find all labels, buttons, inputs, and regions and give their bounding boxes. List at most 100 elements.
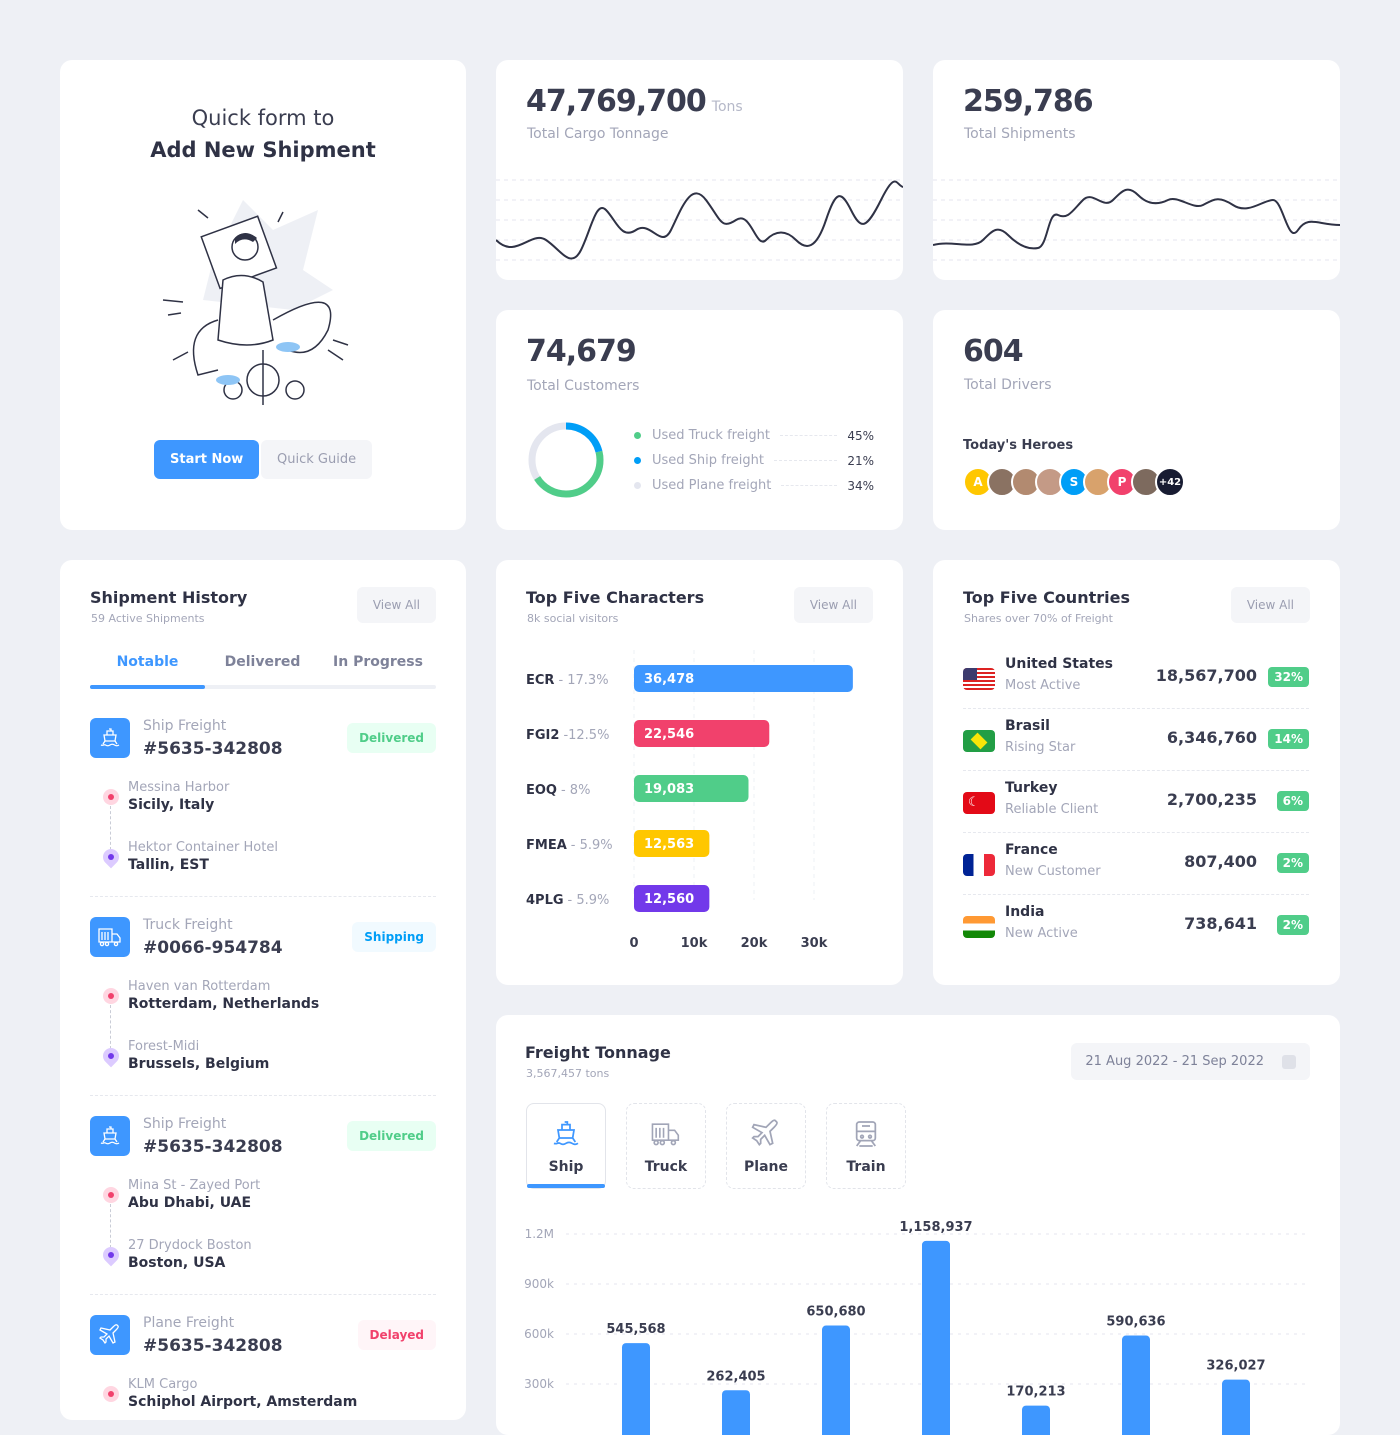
quick-form-card: Quick form to Add New Shipment Start Now… bbox=[60, 60, 466, 530]
quick-form-line1: Quick form to bbox=[191, 106, 335, 130]
customers-legend: Used Truck freight 45% Used Ship freight 2… bbox=[634, 423, 874, 498]
freight-chart: 1.2M 900k 600k 300k 545,568 262,405 650,680 1,1… bbox=[524, 1220, 1306, 1435]
avatar-photo[interactable] bbox=[1011, 467, 1041, 497]
bar[interactable] bbox=[622, 1343, 650, 1435]
view-all-button[interactable]: View All bbox=[1230, 587, 1310, 623]
top-characters-chart: 0 10k 20k 30k ECR - 17.3% 36,478 FGI2 -12.5% 22,5… bbox=[526, 650, 853, 951]
shipment-item[interactable]: Ship Freight #5635-342808 Delivered Mess… bbox=[90, 718, 436, 888]
category-name: EOQ bbox=[526, 783, 557, 798]
legend-label: Used Ship freight bbox=[652, 453, 764, 468]
country-share-badge: 2% bbox=[1276, 853, 1309, 873]
courier-illustration bbox=[162, 200, 349, 405]
start-now-button[interactable]: Start Now bbox=[154, 440, 260, 479]
view-all-button[interactable]: View All bbox=[356, 587, 436, 623]
legend-dot bbox=[634, 482, 641, 489]
bar-value-label: 36,478 bbox=[644, 672, 694, 687]
divider bbox=[963, 708, 1309, 709]
top-countries-title: Top Five Countries bbox=[963, 588, 1130, 607]
category-name: FGI2 bbox=[526, 728, 559, 743]
category-name: 4PLG bbox=[526, 893, 564, 908]
calendar-icon bbox=[1282, 1054, 1296, 1069]
legend-pct: 45% bbox=[847, 428, 874, 443]
origin-pin-icon bbox=[103, 789, 119, 805]
country-value: 2,700,235 bbox=[1166, 790, 1257, 809]
legend-pct: 21% bbox=[847, 453, 874, 468]
bar[interactable] bbox=[1122, 1335, 1150, 1435]
country-row[interactable]: India New Active 738,641 2% bbox=[963, 904, 1309, 954]
origin-pin-icon bbox=[103, 988, 119, 1004]
tab-in-progress[interactable]: In Progress bbox=[333, 654, 423, 670]
ship-icon bbox=[90, 718, 130, 758]
tab-notable[interactable]: Notable bbox=[116, 654, 179, 670]
mode-tab-truck[interactable]: Truck bbox=[626, 1103, 706, 1189]
flag-us-icon bbox=[963, 668, 995, 690]
country-name: France bbox=[1005, 842, 1058, 858]
mode-tab-ship[interactable]: Ship bbox=[526, 1103, 606, 1189]
date-range-label: 21 Aug 2022 - 21 Sep 2022 bbox=[1085, 1054, 1264, 1069]
shipments-card: 259,786 Total Shipments bbox=[933, 60, 1340, 280]
bar[interactable] bbox=[634, 885, 710, 912]
ship-icon bbox=[90, 1116, 130, 1156]
shipment-item[interactable]: Ship Freight #5635-342808 Delivered Mina… bbox=[90, 1116, 436, 1286]
status-badge: Shipping bbox=[352, 922, 436, 952]
donut-segment-truck bbox=[528, 422, 604, 498]
shipment-number: #5635-342808 bbox=[143, 1137, 283, 1157]
bar[interactable] bbox=[1222, 1379, 1250, 1435]
bar[interactable] bbox=[634, 665, 853, 692]
country-name: United States bbox=[1005, 656, 1113, 672]
view-all-button[interactable]: View All bbox=[793, 587, 873, 623]
route-line bbox=[110, 1005, 111, 1049]
country-value: 18,567,700 bbox=[1155, 666, 1257, 685]
bar[interactable] bbox=[634, 830, 710, 857]
country-share-badge: 14% bbox=[1268, 729, 1309, 749]
destination-place: Hektor Container Hotel bbox=[128, 840, 278, 855]
bar[interactable] bbox=[634, 775, 749, 802]
shipment-type: Ship Freight bbox=[143, 1116, 227, 1132]
origin-stop: Mina St - Zayed Port Abu Dhabi, UAE bbox=[128, 1178, 260, 1211]
origin-place: Messina Harbor bbox=[128, 780, 230, 795]
legend-dot bbox=[634, 432, 641, 439]
x-tick-label: 30k bbox=[801, 936, 828, 951]
shipment-number: #5635-342808 bbox=[143, 1336, 283, 1356]
divider bbox=[963, 832, 1309, 833]
more-avatars-badge[interactable]: +42 bbox=[1155, 467, 1185, 497]
category-label: 4PLG - 5.9% bbox=[526, 893, 609, 908]
mode-tab-plane[interactable]: Plane bbox=[726, 1103, 806, 1189]
shipment-item[interactable]: Plane Freight #5635-342808 Delayed KLM C… bbox=[90, 1315, 436, 1420]
freight-subtitle: 3,567,457 tons bbox=[526, 1067, 610, 1080]
legend-item: Used Plane freight 34% bbox=[634, 473, 874, 498]
top-characters-subtitle: 8k social visitors bbox=[527, 612, 619, 625]
origin-city: Rotterdam, Netherlands bbox=[128, 996, 320, 1012]
quick-form-title: Add New Shipment bbox=[150, 138, 376, 162]
country-row[interactable]: Brasil Rising Star 6,346,760 14% bbox=[963, 718, 1309, 768]
bar[interactable] bbox=[634, 720, 770, 747]
flag-fr-icon bbox=[963, 854, 995, 876]
bar[interactable] bbox=[922, 1240, 950, 1435]
shipment-history-card: Shipment History 59 Active Shipments Vie… bbox=[60, 560, 466, 1420]
origin-place: KLM Cargo bbox=[128, 1377, 198, 1392]
destination-place: Forest-Midi bbox=[128, 1039, 200, 1054]
cargo-sparkline bbox=[496, 179, 903, 261]
tab-delivered[interactable]: Delivered bbox=[224, 654, 301, 670]
legend-item: Used Ship freight 21% bbox=[634, 448, 874, 473]
flag-tr-icon: ☾ bbox=[963, 792, 995, 814]
bar[interactable] bbox=[822, 1325, 850, 1435]
country-row[interactable]: United States Most Active 18,567,700 32% bbox=[963, 656, 1309, 706]
category-name: FMEA bbox=[526, 838, 567, 853]
category-label: EOQ - 8% bbox=[526, 783, 590, 798]
destination-pin-icon bbox=[99, 1044, 123, 1068]
customers-card: 74,679 Total Customers Used Truck freigh… bbox=[496, 310, 903, 530]
country-row[interactable]: France New Customer 807,400 2% bbox=[963, 842, 1309, 892]
destination-city: Tallin, EST bbox=[128, 857, 209, 873]
origin-pin-icon bbox=[103, 1187, 119, 1203]
shipment-item[interactable]: Truck Freight #0066-954784 Shipping Have… bbox=[90, 917, 436, 1087]
bar[interactable] bbox=[722, 1390, 750, 1435]
customers-donut bbox=[528, 422, 604, 498]
bar[interactable] bbox=[1022, 1405, 1050, 1435]
mode-tab-train[interactable]: Train bbox=[826, 1103, 906, 1189]
destination-stop: Forest-Midi Brussels, Belgium bbox=[128, 1039, 269, 1072]
quick-guide-button[interactable]: Quick Guide bbox=[261, 440, 373, 479]
country-desc: New Customer bbox=[1005, 864, 1101, 879]
country-row[interactable]: ☾ Turkey Reliable Client 2,700,235 6% bbox=[963, 780, 1309, 830]
date-range-picker[interactable]: 21 Aug 2022 - 21 Sep 2022 bbox=[1071, 1043, 1310, 1080]
